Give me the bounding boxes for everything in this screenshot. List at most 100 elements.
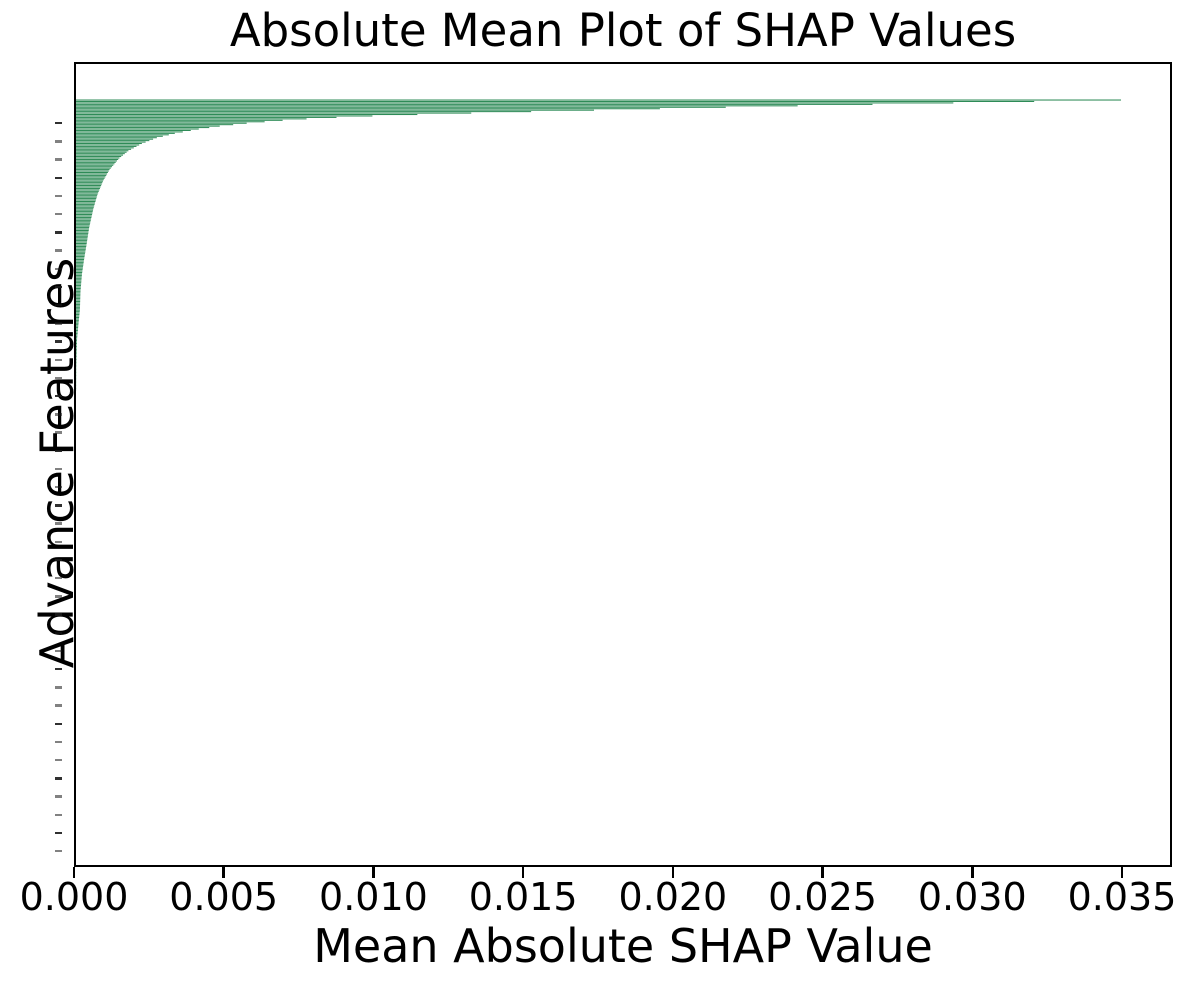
shap-bar [76,221,91,223]
shap-bar [76,173,108,175]
shap-bar [76,309,80,311]
shap-bar [76,248,86,250]
shap-bar [76,135,163,137]
shap-bar [76,354,77,356]
shap-bar [76,324,79,326]
shap-bar [76,277,82,279]
shap-bar [76,289,81,291]
shap-bar [76,151,127,153]
shap-bar [76,250,86,252]
shap-bar [76,200,96,203]
shap-bar [76,298,81,300]
x-tick-label: 0.030 [917,875,1027,919]
shap-bar [76,132,175,134]
y-tick-mark [55,613,62,616]
shap-bar [76,263,84,265]
shap-bar [76,190,99,192]
shap-bar [76,140,150,142]
shap-bar [76,287,81,289]
shap-bar [76,251,86,253]
shap-bar [76,300,81,303]
shap-bar [76,167,111,169]
shap-bar [76,302,81,304]
shap-bar [76,296,81,298]
x-tick-label: 0.035 [1067,875,1177,919]
shap-bar [76,227,90,229]
shap-bar [76,105,798,107]
shap-bar [76,112,472,114]
bars-svg [76,99,1122,391]
shap-bar [76,345,77,347]
shap-bar [76,99,1122,101]
shap-bar [76,156,122,158]
shap-bar [76,306,80,308]
x-tick [222,867,225,878]
shap-bar [76,264,84,266]
shap-bar [76,225,90,227]
shap-bar [76,102,954,104]
y-tick-mark [55,267,62,270]
shap-bar [76,260,84,262]
shap-bar [76,276,82,278]
y-tick-mark [55,486,62,489]
shap-bar [76,305,81,307]
shap-bar [76,157,120,159]
shap-bar [76,187,100,189]
shap-bar [76,238,88,240]
x-tick [72,867,76,878]
shap-bar [76,192,99,194]
y-tick-mark [55,322,62,325]
x-tick-label: 0.020 [618,875,728,919]
shap-bar [76,124,234,126]
shap-bar [76,134,169,136]
y-tick-mark [55,504,62,507]
x-tick-label: 0.010 [319,875,428,919]
shap-bar [76,169,110,171]
y-tick-mark [55,668,62,671]
shap-bar [76,269,83,271]
shap-bar [76,219,91,221]
shap-bar [76,334,78,336]
y-tick-mark [55,304,62,307]
shap-bar [76,214,93,216]
shap-bar [76,271,83,274]
shap-bar [76,258,85,260]
shap-bar [76,163,115,165]
shap-bar [76,122,247,124]
shap-bar [76,325,79,327]
shap-bar [76,318,79,320]
shap-bar [76,106,726,108]
shap-bar [76,189,100,191]
shap-bar [76,344,77,346]
shap-bar [76,273,82,275]
y-tick-mark [55,595,62,598]
shap-bar [76,174,107,176]
shap-bar [76,206,94,208]
shap-bar [76,179,104,181]
y-tick-mark [55,213,62,216]
y-tick-mark [55,831,62,835]
shap-bar [76,144,140,146]
shap-bar [76,290,81,292]
shap-bar [76,109,595,111]
shap-bar [76,193,98,195]
shap-bar [76,321,79,323]
shap-bar [76,285,81,287]
shap-bar [76,256,85,258]
shap-bar [76,357,77,359]
shap-bar [76,199,96,201]
shap-bar [76,203,95,205]
shap-bar [76,299,81,301]
y-tick-mark [55,813,62,816]
shap-bar [76,111,532,113]
shap-bar [76,235,88,237]
shap-bar [76,295,81,297]
y-tick-mark [55,158,62,161]
shap-bar [76,103,873,105]
shap-bar [76,337,78,339]
shap-bar [76,240,88,242]
shap-bar [76,131,183,133]
shap-bar [76,125,220,127]
y-tick-mark [55,540,62,543]
